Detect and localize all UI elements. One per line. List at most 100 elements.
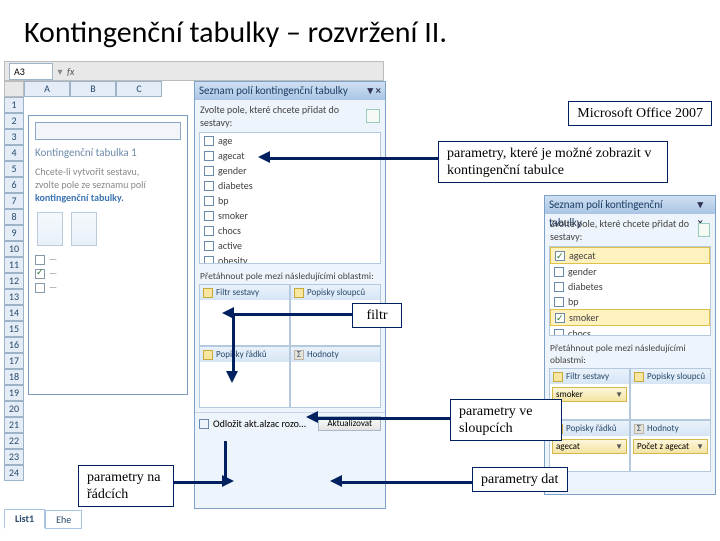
row-header[interactable]: 2: [4, 113, 24, 129]
row-header[interactable]: 9: [4, 225, 24, 241]
arrow-line: [174, 481, 224, 484]
annotation-data: parametry dat: [472, 467, 568, 492]
layout-options-icon[interactable]: [366, 109, 380, 123]
field-checkbox[interactable]: [204, 166, 214, 176]
field-list[interactable]: age agecat gender diabetes bp smoker cho…: [199, 132, 381, 264]
pane-title: Seznam polí kontingenční tabulky: [199, 82, 348, 100]
select-all-corner[interactable]: [4, 81, 24, 97]
name-box-dropdown-icon[interactable]: ▾: [53, 65, 67, 78]
checkbox-icon[interactable]: [35, 269, 45, 279]
field-checkbox[interactable]: [204, 241, 214, 251]
col-header[interactable]: A: [24, 81, 70, 97]
field-checkbox[interactable]: [204, 256, 214, 265]
field-label: chocs: [568, 327, 591, 336]
arrowhead-icon: [330, 475, 342, 487]
arrow-line: [232, 313, 352, 316]
pane-prompt: Zvolte pole, které chcete přidat do sest…: [550, 217, 698, 243]
field-checkbox[interactable]: [204, 181, 214, 191]
pivot-placeholder-text: Chcete-li vytvořit sestavu, zvolte pole …: [35, 165, 181, 204]
badge-office-version: Microsoft Office 2007: [568, 101, 712, 126]
field-label: age: [218, 134, 232, 147]
field-pill-agecat[interactable]: agecat▼: [552, 439, 627, 454]
row-header[interactable]: 19: [4, 385, 24, 401]
defer-checkbox[interactable]: [199, 419, 209, 429]
drop-zones: Filtr sestavy smoker▼ Popisky sloupců Po…: [549, 368, 711, 472]
zone-row-labels[interactable]: Popisky řádků: [199, 346, 290, 408]
row-header[interactable]: 6: [4, 177, 24, 193]
field-checkbox[interactable]: [204, 151, 214, 161]
col-header[interactable]: C: [116, 81, 162, 97]
pane-close-icon[interactable]: ▾ ×: [368, 82, 382, 100]
row-header[interactable]: 4: [4, 145, 24, 161]
dropdown-icon[interactable]: ▼: [615, 442, 623, 452]
row-header[interactable]: 13: [4, 289, 24, 305]
sigma-icon: Σ: [294, 350, 304, 360]
annotation-filter: filtr: [352, 303, 402, 328]
pivot-field-list-pane-left: Seznam polí kontingenční tabulky ▾ × Zvo…: [194, 81, 386, 509]
field-label: chocs: [218, 224, 241, 237]
row-header[interactable]: 15: [4, 321, 24, 337]
row-header[interactable]: 7: [4, 193, 24, 209]
pane-close-icon[interactable]: ▾ ×: [698, 196, 711, 214]
row-header[interactable]: 10: [4, 241, 24, 257]
row-header[interactable]: 22: [4, 433, 24, 449]
columns-icon: [634, 372, 644, 382]
zone-values[interactable]: ΣHodnoty: [290, 346, 381, 408]
col-header[interactable]: B: [70, 81, 116, 97]
row-header[interactable]: 1: [4, 97, 24, 113]
field-checkbox[interactable]: [554, 267, 564, 277]
field-pill-count[interactable]: Počet z agecat▼: [633, 439, 708, 454]
pivot-options: — — —: [35, 254, 181, 293]
pane-header[interactable]: Seznam polí kontingenční tabulky ▾ ×: [195, 82, 385, 100]
column-headers: A B C: [4, 81, 162, 97]
row-header[interactable]: 12: [4, 273, 24, 289]
annotation-rows: parametry na řádcích: [78, 465, 174, 507]
row-headers: 1 2 3 4 5 6 7 8 9 10 11 12 13 14 15 16 1…: [4, 97, 24, 481]
row-header[interactable]: 5: [4, 161, 24, 177]
row-header[interactable]: 23: [4, 449, 24, 465]
row-header[interactable]: 18: [4, 369, 24, 385]
arrow-line: [224, 441, 227, 481]
zone-values[interactable]: ΣHodnoty Počet z agecat▼: [630, 420, 711, 472]
pivot-placeholder[interactable]: Kontingenční tabulka 1 Chcete-li vytvoři…: [28, 115, 188, 395]
field-list[interactable]: agecat gender diabetes bp smoker chocs: [549, 246, 711, 336]
sheet-tab-active[interactable]: List1: [4, 509, 45, 529]
field-checkbox[interactable]: [204, 196, 214, 206]
field-checkbox[interactable]: [204, 211, 214, 221]
pane-prompt: Zvolte pole, které chcete přidat do sest…: [200, 103, 366, 129]
field-checkbox[interactable]: [204, 226, 214, 236]
field-checkbox[interactable]: [204, 136, 214, 146]
row-header[interactable]: 24: [4, 465, 24, 481]
field-checkbox[interactable]: [555, 251, 565, 261]
row-header[interactable]: 11: [4, 257, 24, 273]
row-header[interactable]: 21: [4, 417, 24, 433]
row-header[interactable]: 20: [4, 401, 24, 417]
slide-title: Kontingenční tabulky – rozvržení II.: [0, 0, 720, 61]
row-header[interactable]: 3: [4, 129, 24, 145]
zone-column-labels[interactable]: Popisky sloupců: [630, 368, 711, 420]
field-checkbox[interactable]: [554, 297, 564, 307]
field-label: obesity: [218, 254, 248, 264]
sheet-tab[interactable]: Ehe: [45, 510, 82, 529]
row-header[interactable]: 16: [4, 337, 24, 353]
name-box[interactable]: A3: [9, 63, 53, 80]
filter-icon: [553, 372, 563, 382]
pane-title: Seznam polí kontingenční tabulky: [549, 196, 698, 214]
arrow-line: [232, 313, 235, 373]
arrowhead-icon: [258, 151, 270, 163]
pane-header[interactable]: Seznam polí kontingenční tabulky ▾ ×: [545, 196, 715, 214]
field-checkbox[interactable]: [554, 329, 564, 337]
row-header[interactable]: 17: [4, 353, 24, 369]
checkbox-icon[interactable]: [35, 255, 45, 265]
dropdown-icon[interactable]: ▼: [696, 442, 704, 452]
field-checkbox[interactable]: [554, 282, 564, 292]
dropdown-icon[interactable]: ▼: [615, 390, 623, 400]
layout-options-icon[interactable]: [698, 223, 710, 237]
row-header[interactable]: 8: [4, 209, 24, 225]
checkbox-icon[interactable]: [35, 283, 45, 293]
layout-icon: [37, 212, 63, 246]
field-pill-smoker[interactable]: smoker▼: [552, 387, 627, 402]
field-label: bp: [218, 194, 229, 207]
field-checkbox[interactable]: [555, 313, 565, 323]
row-header[interactable]: 14: [4, 305, 24, 321]
